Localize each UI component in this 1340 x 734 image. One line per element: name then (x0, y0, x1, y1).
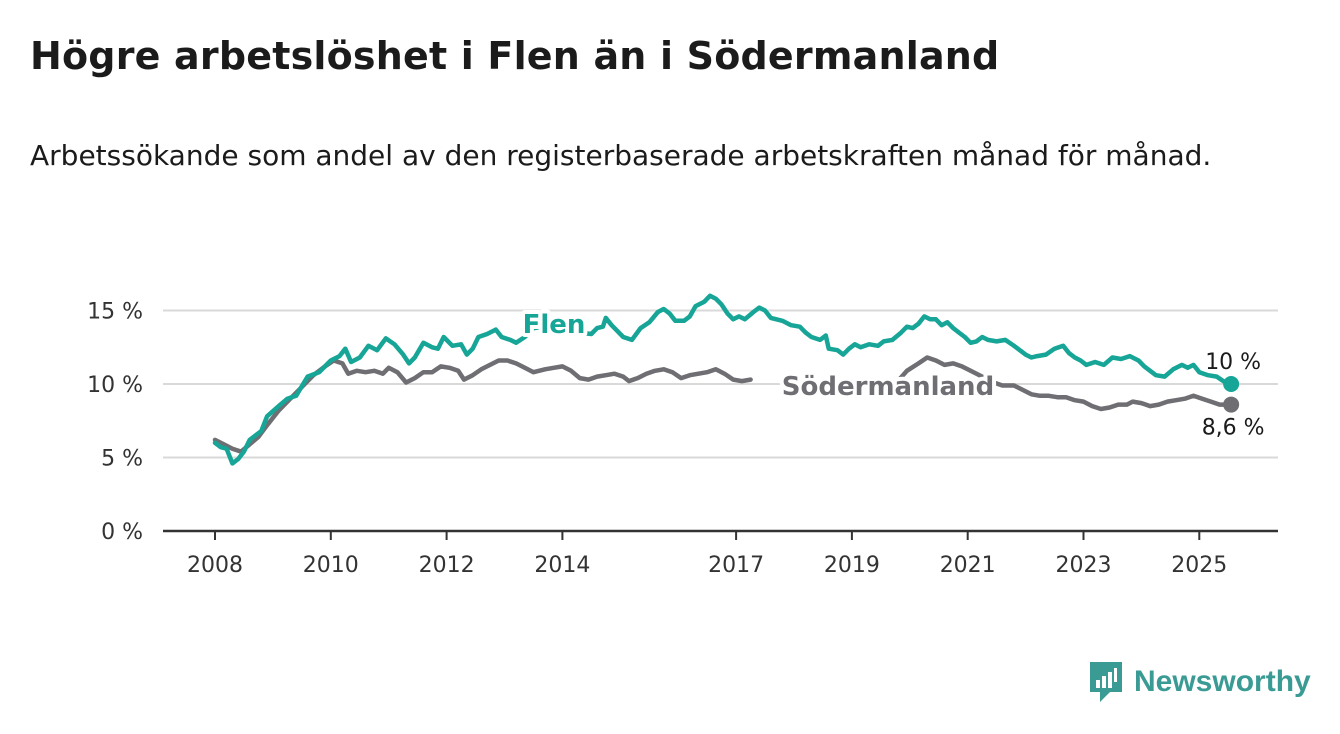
gridlines (163, 309, 1278, 459)
series-labels: Flen Södermanland 10 % 8,6 % (519, 306, 1265, 441)
y-tick-label: 5 % (101, 447, 143, 472)
end-label-flen: 10 % (1205, 350, 1261, 375)
series-line-sodermanland (212, 358, 753, 454)
x-tick-label: 2012 (419, 553, 475, 578)
x-axis: 2008 2010 2012 2014 2017 2019 2021 2023 2025 (163, 529, 1278, 578)
end-point-sodermanland (1223, 396, 1240, 413)
chart-subtitle: Arbetssökande som andel av den registerb… (30, 139, 1212, 172)
x-tick-label: 2025 (1171, 553, 1227, 578)
x-tick-label: 2010 (303, 553, 359, 578)
end-label-sodermanland: 8,6 % (1202, 416, 1265, 441)
newsworthy-logo: Newsworthy (1088, 660, 1311, 704)
series-line-flen (212, 293, 1234, 466)
series-line-sodermanland-late (872, 355, 1234, 412)
y-tick-label: 0 % (101, 520, 143, 545)
x-tick-label: 2023 (1056, 553, 1112, 578)
x-tick-label: 2021 (940, 553, 996, 578)
x-tick-label: 2017 (708, 553, 764, 578)
newsworthy-logo-icon (1090, 662, 1122, 702)
y-tick-label: 10 % (87, 373, 143, 398)
y-tick-label: 15 % (87, 300, 143, 325)
series-label-flen: Flen (523, 310, 586, 340)
y-axis-ticks: 0 % 5 % 10 % 15 % (87, 300, 143, 546)
chart-title: Högre arbetslöshet i Flen än i Södermanl… (30, 34, 1000, 78)
x-tick-label: 2008 (187, 553, 243, 578)
x-tick-label: 2019 (824, 553, 880, 578)
series-lines (212, 293, 1240, 466)
newsworthy-wordmark: Newsworthy (1134, 665, 1311, 698)
series-label-sodermanland: Södermanland (782, 372, 994, 402)
x-tick-label: 2014 (534, 553, 590, 578)
end-point-flen (1223, 376, 1240, 392)
